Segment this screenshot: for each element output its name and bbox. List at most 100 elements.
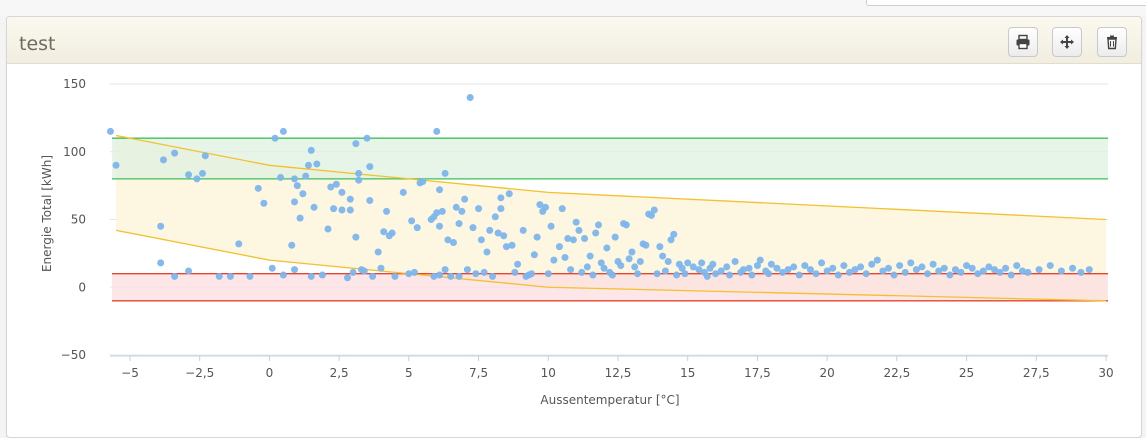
- move-button[interactable]: [1052, 27, 1082, 57]
- print-button[interactable]: [1008, 27, 1038, 57]
- data-point: [608, 271, 616, 279]
- data-point: [717, 267, 725, 275]
- data-point: [767, 260, 775, 268]
- data-point: [586, 252, 594, 260]
- y-tick-label: −50: [61, 348, 86, 362]
- data-point: [779, 268, 787, 276]
- data-point: [681, 270, 689, 278]
- data-point: [377, 264, 385, 272]
- data-point: [823, 267, 831, 275]
- data-point: [268, 264, 276, 272]
- data-point: [355, 176, 363, 184]
- data-point: [884, 264, 892, 272]
- data-point: [112, 161, 120, 169]
- data-point: [254, 184, 262, 192]
- data-point: [1057, 267, 1065, 275]
- data-point: [806, 266, 814, 274]
- data-point: [193, 175, 201, 183]
- data-point: [664, 258, 672, 266]
- data-point: [748, 271, 756, 279]
- data-point: [946, 271, 954, 279]
- data-point: [494, 229, 502, 237]
- data-point: [302, 172, 310, 180]
- data-point: [235, 240, 243, 248]
- data-point: [171, 272, 179, 280]
- x-tick-label: 10: [541, 366, 556, 380]
- data-point: [475, 205, 483, 213]
- data-point: [801, 262, 809, 270]
- delete-button[interactable]: [1097, 27, 1127, 57]
- data-point: [391, 272, 399, 280]
- data-point: [349, 268, 357, 276]
- data-point: [840, 262, 848, 270]
- data-point: [408, 217, 416, 225]
- data-point: [528, 270, 536, 278]
- data-point: [438, 207, 446, 215]
- data-point: [171, 149, 179, 157]
- data-point: [795, 271, 803, 279]
- data-point: [346, 195, 354, 203]
- data-point: [709, 260, 717, 268]
- data-point: [636, 258, 644, 266]
- data-point: [739, 266, 747, 274]
- data-point: [157, 259, 165, 267]
- data-point: [318, 271, 326, 279]
- data-point: [246, 272, 254, 280]
- move-icon: [1060, 35, 1074, 49]
- data-point: [433, 209, 441, 217]
- data-point: [469, 224, 477, 232]
- data-point: [502, 243, 510, 251]
- data-point: [661, 267, 669, 275]
- data-point: [185, 267, 193, 275]
- data-point: [550, 256, 558, 264]
- data-point: [745, 264, 753, 272]
- data-point: [291, 198, 299, 206]
- data-point: [592, 229, 600, 237]
- data-point: [594, 221, 602, 229]
- data-point: [547, 222, 555, 230]
- data-point: [647, 211, 655, 219]
- data-point: [698, 259, 706, 267]
- data-point: [1046, 262, 1054, 270]
- x-tick-label: 7,5: [469, 366, 488, 380]
- data-point: [363, 134, 371, 142]
- data-point: [1007, 271, 1015, 279]
- data-point: [226, 272, 234, 280]
- data-point: [957, 268, 965, 276]
- data-point: [157, 222, 165, 230]
- data-point: [346, 206, 354, 214]
- data-point: [555, 243, 563, 251]
- x-tick-label: 30: [1098, 366, 1113, 380]
- data-point: [845, 268, 853, 276]
- data-point: [260, 199, 268, 207]
- data-point: [106, 127, 114, 135]
- data-point: [159, 156, 167, 164]
- data-point: [1013, 262, 1021, 270]
- data-point: [634, 270, 642, 278]
- data-point: [530, 251, 538, 259]
- data-point: [723, 263, 731, 271]
- data-point: [399, 188, 407, 196]
- data-point: [689, 263, 697, 271]
- data-point: [765, 270, 773, 278]
- data-point: [444, 236, 452, 244]
- data-point: [753, 262, 761, 270]
- x-tick-label: 27,5: [1023, 366, 1050, 380]
- x-tick-label: 15: [680, 366, 695, 380]
- data-point: [1077, 268, 1085, 276]
- data-point: [279, 127, 287, 135]
- trash-icon: [1107, 35, 1117, 50]
- data-point: [344, 274, 352, 282]
- top-search-field[interactable]: [866, 0, 1146, 6]
- green-band-area: [112, 138, 1108, 179]
- data-point: [383, 207, 391, 215]
- data-point: [829, 264, 837, 272]
- data-point: [1018, 267, 1026, 275]
- data-point: [678, 264, 686, 272]
- data-point: [712, 270, 720, 278]
- data-point: [1002, 264, 1010, 272]
- data-point: [477, 236, 485, 244]
- data-point: [463, 266, 471, 274]
- panel-title: test: [19, 33, 56, 55]
- data-point: [505, 190, 513, 198]
